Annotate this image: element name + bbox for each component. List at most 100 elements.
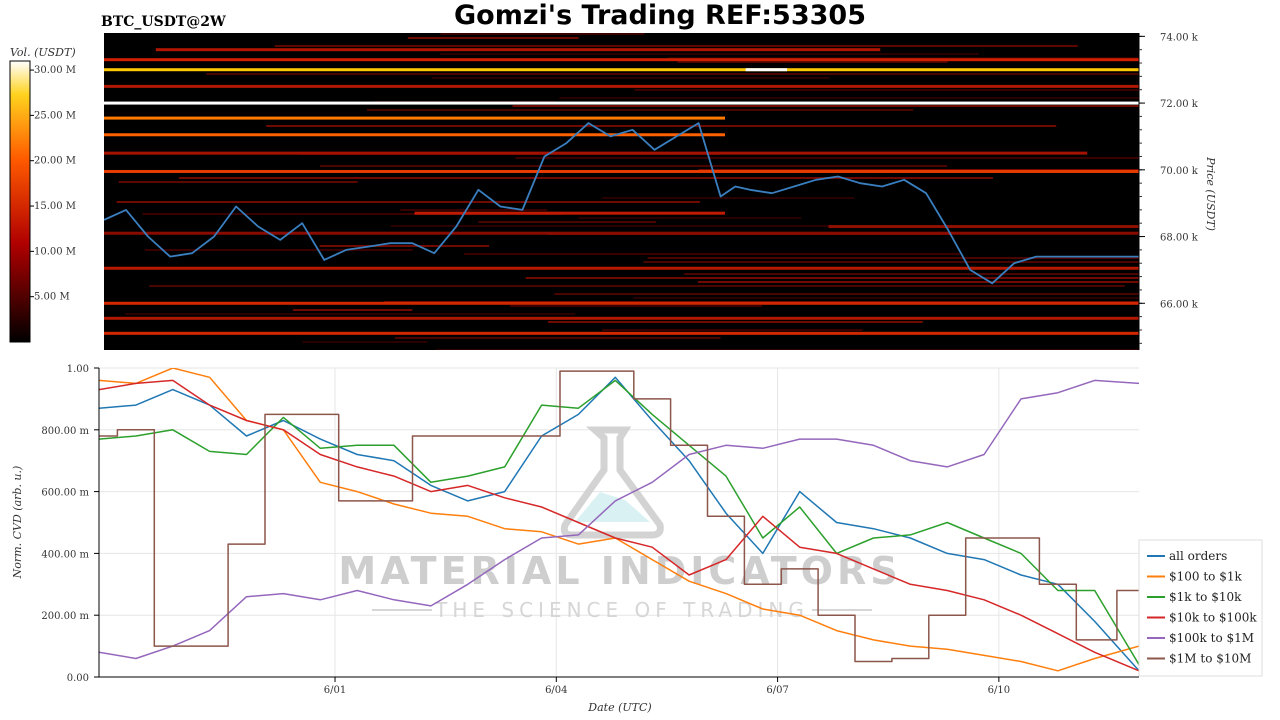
price-line-layer bbox=[104, 122, 1139, 285]
heatmap-band bbox=[104, 116, 725, 120]
heatmap-band bbox=[104, 68, 1139, 72]
heatmap-band bbox=[104, 169, 1139, 173]
colorbar-title: Vol. (USDT) bbox=[10, 46, 76, 59]
flask-liquid-icon bbox=[575, 492, 650, 522]
heatmap-band bbox=[684, 273, 1139, 275]
cvd-series-line bbox=[99, 379, 1139, 660]
cvd-x-axis-title: Date (UTC) bbox=[587, 701, 651, 714]
cvd-series-line bbox=[99, 376, 1139, 672]
colorbar-gradient bbox=[9, 60, 31, 343]
heatmap-band bbox=[116, 201, 700, 203]
heatmap-band bbox=[319, 245, 490, 247]
price-tick-label: 74.00 k bbox=[1160, 32, 1199, 43]
heatmap-band bbox=[104, 133, 725, 137]
heatmap-band bbox=[745, 68, 788, 72]
heatmap-band bbox=[525, 277, 1139, 279]
heatmap-band bbox=[554, 293, 1139, 295]
cvd-y-axis-title: Norm. CVD (arb. u.) bbox=[11, 466, 24, 580]
heatmap-band bbox=[142, 213, 563, 215]
heatmap-band bbox=[206, 73, 1139, 75]
heatmap-band bbox=[266, 125, 1057, 127]
colorbar-tick-label: 25.00 M bbox=[34, 110, 76, 121]
heatmap-band bbox=[104, 151, 1088, 155]
heatmap-band bbox=[578, 217, 802, 219]
colorbar-tick-label: 15.00 M bbox=[34, 201, 76, 212]
heatmap-band bbox=[149, 285, 1125, 287]
legend-label: all orders bbox=[1169, 549, 1227, 563]
heatmap-band bbox=[414, 211, 725, 215]
pair-label: BTC_USDT@2W bbox=[101, 14, 226, 30]
legend-items: all orders $100 to $1k $1k to $10k $10k to … bbox=[1147, 549, 1257, 666]
heatmap-band bbox=[407, 37, 579, 39]
cvd-y-tick-label: 0.00 bbox=[67, 673, 89, 684]
price-tick-label: 68.00 k bbox=[1160, 233, 1199, 244]
cvd-x-tick-label: 6/01 bbox=[324, 685, 346, 696]
heatmap-band bbox=[643, 261, 1139, 263]
heatmap-band bbox=[319, 165, 948, 167]
heatmap-band bbox=[667, 57, 1139, 59]
heatmap-band bbox=[400, 209, 548, 211]
legend: all orders $100 to $1k $1k to $10k $10k to … bbox=[1138, 539, 1263, 677]
colorbar-tick-label: 20.00 M bbox=[34, 156, 76, 167]
heatmap-band bbox=[145, 249, 413, 251]
heatmap-band bbox=[602, 329, 863, 331]
heatmap-band bbox=[274, 45, 1078, 47]
cvd-x-tick-label: 6/04 bbox=[545, 685, 567, 696]
heatmap-band bbox=[647, 257, 1139, 259]
heatmap-band bbox=[155, 48, 881, 52]
heatmap-band bbox=[394, 337, 721, 339]
chart-title: Gomzi's Trading REF:53305 bbox=[454, 0, 866, 31]
heatmap-band bbox=[697, 281, 1139, 283]
cvd-y-tick-label: 800.00 m bbox=[41, 426, 89, 437]
heatmap-band bbox=[118, 181, 358, 183]
legend-label: $100k to $1M bbox=[1169, 631, 1254, 645]
heatmap-band bbox=[559, 97, 1139, 99]
flask-icon bbox=[560, 426, 664, 539]
colorbar: Vol. (USDT) 5.00 M 10.00 M 15.00 M 20.00 M 2… bbox=[9, 46, 76, 343]
cvd-series-line bbox=[99, 370, 1139, 663]
heatmap-band bbox=[432, 77, 830, 79]
heatmap-band bbox=[366, 109, 914, 111]
heatmap-band bbox=[302, 341, 428, 343]
cvd-x-axis: 6/01 6/04 6/07 6/10 bbox=[324, 677, 1010, 696]
cvd-x-tick-label: 6/07 bbox=[766, 685, 788, 696]
heatmap-band bbox=[547, 321, 923, 323]
heatmap-band bbox=[104, 331, 1139, 335]
heatmap-band bbox=[828, 225, 1139, 229]
heatmap-band bbox=[464, 253, 960, 255]
legend-label: $1M to $10M bbox=[1169, 652, 1251, 666]
heatmap-band bbox=[677, 61, 948, 63]
cvd-y-tick-label: 600.00 m bbox=[41, 488, 89, 499]
colorbar-tick-label: 5.00 M bbox=[34, 292, 70, 303]
heatmap-band bbox=[104, 266, 1139, 270]
heatmap-band bbox=[436, 349, 1139, 350]
colorbar-ticks: 5.00 M 10.00 M 15.00 M 20.00 M 25.00 M 30.00 … bbox=[30, 65, 76, 303]
heatmap-band bbox=[633, 297, 1139, 299]
cvd-y-axis: 0.00 200.00 m 400.00 m 600.00 m 800.00 m 1.00 bbox=[41, 364, 99, 684]
price-axis: 66.00 k 68.00 k 70.00 k 72.00 k 74.00 k bbox=[1138, 32, 1199, 350]
heatmap-band bbox=[512, 105, 1139, 107]
heatmap-band bbox=[634, 89, 1139, 91]
heatmap-band bbox=[510, 305, 762, 307]
price-tick-label: 70.00 k bbox=[1160, 166, 1199, 177]
cvd-y-tick-label: 400.00 m bbox=[41, 549, 89, 560]
heatmap-band bbox=[104, 84, 1139, 88]
watermark-main: MATERIAL INDICATORS bbox=[338, 549, 901, 593]
watermark-sub: THE SCIENCE OF TRADING bbox=[434, 598, 809, 622]
heatmap-band bbox=[440, 53, 979, 55]
heatmap-band bbox=[478, 221, 657, 223]
cvd-background bbox=[99, 368, 1139, 677]
heatmap-band bbox=[125, 313, 576, 315]
cvd-panel: MATERIAL INDICATORS THE SCIENCE OF TRADI… bbox=[98, 367, 1139, 678]
heatmap-panel bbox=[104, 33, 1139, 350]
heatmap-band bbox=[104, 101, 1139, 105]
heatmap-band bbox=[104, 316, 1139, 320]
price-axis-title: Price (USDT) bbox=[1204, 156, 1217, 231]
heatmap-band bbox=[440, 33, 645, 35]
heatmap-band bbox=[104, 231, 1139, 235]
legend-box bbox=[1138, 539, 1263, 677]
price-tick-label: 72.00 k bbox=[1160, 99, 1199, 110]
heatmap-band bbox=[104, 301, 1139, 305]
